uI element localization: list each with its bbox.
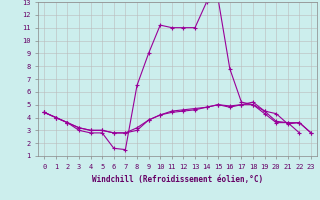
X-axis label: Windchill (Refroidissement éolien,°C): Windchill (Refroidissement éolien,°C) xyxy=(92,175,263,184)
